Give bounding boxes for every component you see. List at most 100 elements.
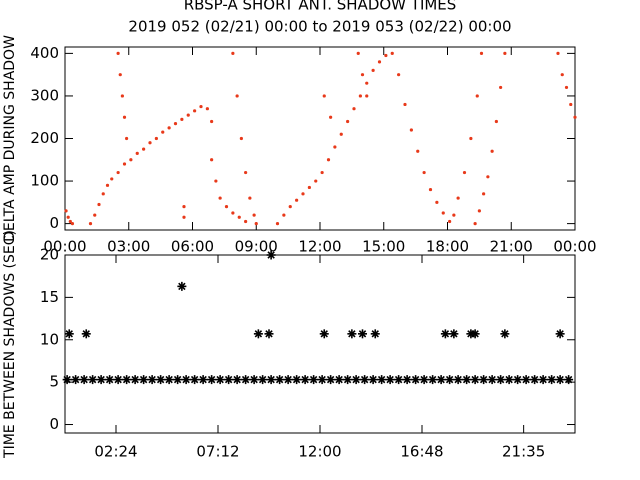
data-point xyxy=(122,162,127,166)
chart-title: RBSP-A SHORT ANT. SHADOW TIMES xyxy=(184,0,457,14)
data-point xyxy=(130,375,140,385)
data-point xyxy=(441,211,445,215)
data-point xyxy=(469,136,473,141)
data-point xyxy=(307,185,311,190)
data-point xyxy=(93,213,97,217)
data-point xyxy=(154,136,158,141)
asterisk-stroke xyxy=(148,375,156,384)
data-point xyxy=(428,375,438,385)
data-point xyxy=(301,192,305,196)
data-point xyxy=(360,375,370,385)
data-point xyxy=(105,183,110,187)
asterisk-stroke xyxy=(258,375,267,384)
asterisk-stroke xyxy=(275,375,284,384)
asterisk-stroke xyxy=(207,375,216,384)
data-point xyxy=(64,329,74,339)
data-point xyxy=(156,375,166,385)
y-tick-label: 100 xyxy=(30,172,59,190)
data-point xyxy=(244,219,248,224)
asterisk-stroke xyxy=(377,375,386,384)
asterisk-stroke xyxy=(241,375,250,384)
data-point xyxy=(371,68,375,73)
asterisk-stroke xyxy=(71,375,80,384)
x-tick-label: 21:00 xyxy=(490,238,533,256)
data-point xyxy=(264,329,274,339)
data-point xyxy=(500,329,510,339)
data-point xyxy=(504,375,514,385)
data-point xyxy=(239,136,243,141)
data-point xyxy=(470,329,480,339)
data-point xyxy=(186,113,190,117)
asterisk-stroke xyxy=(530,375,539,384)
asterisk-stroke xyxy=(479,375,488,384)
data-point xyxy=(547,375,557,385)
data-point xyxy=(390,51,394,55)
data-point xyxy=(248,196,252,200)
asterisk-stroke xyxy=(505,375,513,384)
x-tick-label: 06:00 xyxy=(171,238,214,256)
asterisk-stroke xyxy=(309,375,318,384)
x-tick-label: 16:48 xyxy=(400,443,443,461)
data-point xyxy=(101,192,105,196)
asterisk-stroke xyxy=(318,375,326,384)
data-point xyxy=(462,375,472,385)
data-point xyxy=(139,375,149,385)
data-point xyxy=(235,94,239,98)
asterisk-stroke xyxy=(122,375,131,384)
data-point xyxy=(266,375,276,385)
asterisk-stroke xyxy=(216,375,224,384)
asterisk-stroke xyxy=(114,375,122,384)
data-point xyxy=(198,375,208,385)
data-point xyxy=(440,329,450,339)
x-tick-label: 00:00 xyxy=(43,238,86,256)
asterisk-stroke xyxy=(352,375,360,384)
data-point xyxy=(71,375,81,385)
data-point xyxy=(564,375,574,385)
data-point xyxy=(487,375,497,385)
y-tick-label: 300 xyxy=(30,86,59,104)
data-point xyxy=(105,375,115,385)
y-tick-label: 20 xyxy=(40,246,59,264)
data-point xyxy=(118,73,122,77)
data-point xyxy=(477,209,481,213)
x-tick-label: 15:00 xyxy=(362,238,405,256)
asterisk-stroke xyxy=(539,375,547,384)
asterisk-stroke xyxy=(88,375,97,384)
data-point xyxy=(97,202,101,207)
data-point xyxy=(503,51,507,55)
data-point xyxy=(334,375,344,385)
data-point xyxy=(419,375,429,385)
data-point xyxy=(555,329,565,339)
asterisk-stroke xyxy=(250,375,258,384)
data-point xyxy=(190,375,200,385)
asterisk-stroke xyxy=(65,330,73,338)
data-point xyxy=(193,109,197,113)
data-point xyxy=(252,213,256,217)
y-axis-label: DELTA AMP DURING SHADOW xyxy=(2,35,18,242)
data-point xyxy=(214,179,218,183)
asterisk-stroke xyxy=(320,330,328,338)
data-point xyxy=(79,375,89,385)
data-point xyxy=(479,51,484,55)
data-point xyxy=(358,94,362,98)
data-point xyxy=(329,115,333,119)
asterisk-stroke xyxy=(343,375,352,384)
y-tick-label: 0 xyxy=(49,415,59,433)
data-point xyxy=(258,375,268,385)
asterisk-stroke xyxy=(199,375,207,384)
data-point xyxy=(164,375,174,385)
asterisk-stroke xyxy=(358,330,367,338)
asterisk-stroke xyxy=(454,375,462,384)
data-point xyxy=(113,375,123,385)
y-tick-label: 0 xyxy=(49,214,59,232)
data-point xyxy=(347,329,357,339)
asterisk-stroke xyxy=(173,375,182,384)
data-point xyxy=(513,375,523,385)
asterisk-stroke xyxy=(556,330,564,338)
data-point xyxy=(215,375,225,385)
plot-frame xyxy=(64,254,576,434)
asterisk-stroke xyxy=(547,375,556,384)
y-tick-label: 200 xyxy=(30,129,59,147)
asterisk-stroke xyxy=(301,375,309,384)
data-point xyxy=(81,329,91,339)
